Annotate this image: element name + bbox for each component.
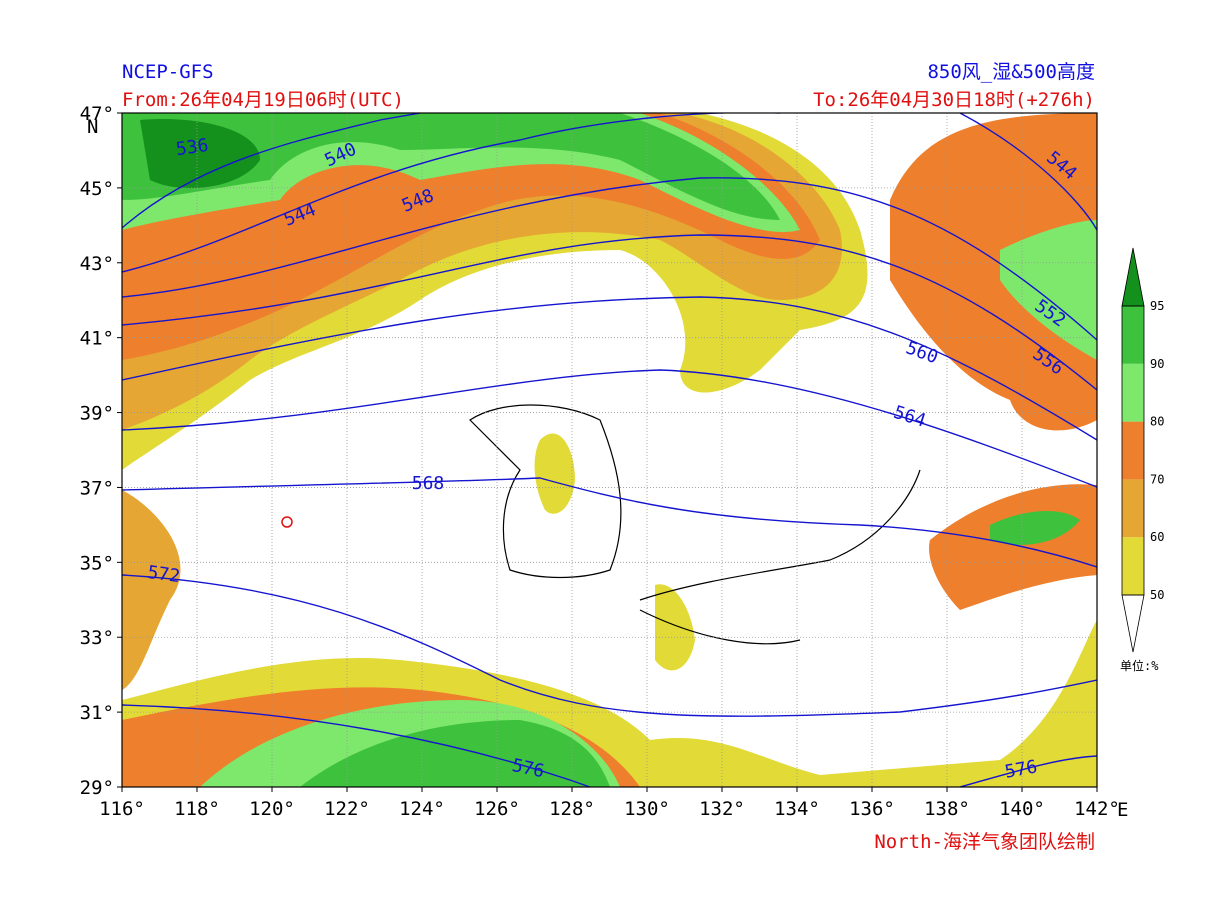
colorbar: 50 60 70 80 90 95 <box>1121 247 1164 653</box>
colorbar-label: 80 <box>1150 415 1164 429</box>
lat-tick-label: 41° <box>80 328 114 350</box>
colorbar-label: 95 <box>1150 299 1164 313</box>
lon-tick-label: 120° <box>249 798 295 820</box>
coastline <box>469 404 622 579</box>
lon-tick-label: 142° <box>1074 798 1120 820</box>
lon-unit: E <box>1117 799 1128 821</box>
lat-tick-label: 29° <box>80 777 114 799</box>
lat-tick-label: 31° <box>80 702 114 724</box>
colorbar-label: 60 <box>1150 530 1164 544</box>
lon-tick-label: 136° <box>849 798 895 820</box>
source-label: NCEP-GFS <box>122 61 214 83</box>
to-time: To:26年04月30日18时(+276h) <box>813 89 1095 111</box>
height-contours <box>122 113 1097 787</box>
colorbar-label: 90 <box>1150 357 1164 371</box>
map-area: 536 540 544 548 544 552 556 560 564 568 … <box>122 113 1097 787</box>
lon-tick-label: 128° <box>549 798 595 820</box>
colorbar-label: 70 <box>1150 472 1164 486</box>
lon-tick-label: 118° <box>174 798 220 820</box>
lon-tick-label: 126° <box>474 798 520 820</box>
colorbar-frame <box>1121 305 1145 596</box>
lon-tick-label: 124° <box>399 798 445 820</box>
lat-tick-label: 37° <box>80 477 114 499</box>
contour-labels: 536 540 544 548 544 552 556 560 564 568 … <box>146 135 1081 783</box>
product-label: 850风_湿&500高度 <box>927 61 1095 83</box>
credit: North-海洋气象团队绘制 <box>874 831 1095 853</box>
lon-tick-label: 130° <box>624 798 670 820</box>
location-marker <box>281 516 293 528</box>
contour-label: 568 <box>412 473 445 494</box>
colorbar-min <box>1121 594 1145 653</box>
lat-tick-label: 47° <box>80 103 114 125</box>
contour-label: 572 <box>146 562 181 587</box>
colorbar-unit: 单位:% <box>1120 658 1159 673</box>
lon-tick-label: 132° <box>699 798 745 820</box>
lon-tick-label: 122° <box>324 798 370 820</box>
axis-labels: 116° 118° 120° 122° 124° 126° 128° 130° 132° 134°… <box>80 103 1120 820</box>
lon-tick-label: 116° <box>99 798 145 820</box>
lat-tick-label: 35° <box>80 552 114 574</box>
colorbar-segment <box>1122 306 1144 364</box>
colorbar-segment <box>1122 479 1144 538</box>
colorbar-segment <box>1122 363 1144 422</box>
lon-tick-label: 134° <box>774 798 820 820</box>
contour-label: 536 <box>175 135 210 160</box>
lon-tick-label: 140° <box>999 798 1045 820</box>
coastline <box>639 469 921 645</box>
colorbar-segment <box>1122 421 1144 480</box>
colorbar-max <box>1121 247 1145 307</box>
lat-tick-label: 43° <box>80 253 114 275</box>
map-frame <box>121 112 1098 788</box>
lat-tick-label: 33° <box>80 627 114 649</box>
colorbar-segment <box>1122 537 1144 595</box>
graticule <box>122 113 1097 787</box>
colorbar-label: 50 <box>1150 588 1164 602</box>
lat-unit: N <box>87 116 98 138</box>
lat-tick-label: 45° <box>80 178 114 200</box>
from-time: From:26年04月19日06时(UTC) <box>122 89 404 111</box>
humidity-fill <box>122 113 1097 787</box>
lat-tick-label: 39° <box>80 403 114 425</box>
lon-tick-label: 138° <box>924 798 970 820</box>
